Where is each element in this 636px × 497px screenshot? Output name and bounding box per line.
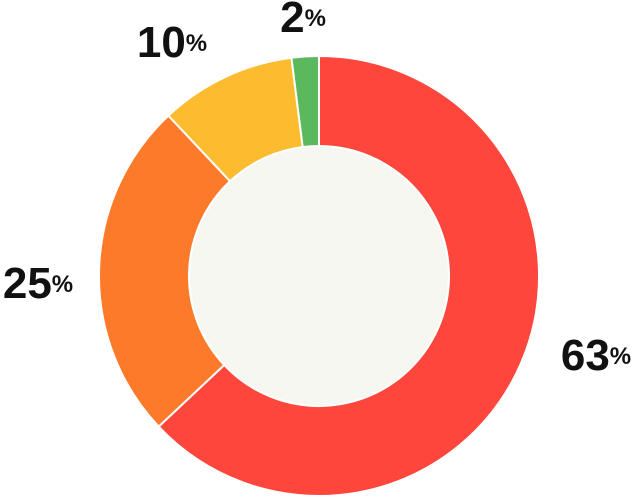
data-label: 2% xyxy=(280,0,326,42)
data-label: 10% xyxy=(137,18,207,67)
donut-segment xyxy=(98,114,232,429)
data-label: 63% xyxy=(561,331,631,380)
donut-hole xyxy=(190,147,448,405)
donut-segment xyxy=(157,54,540,497)
donut-segment xyxy=(290,54,320,149)
data-label: 25% xyxy=(3,259,73,308)
